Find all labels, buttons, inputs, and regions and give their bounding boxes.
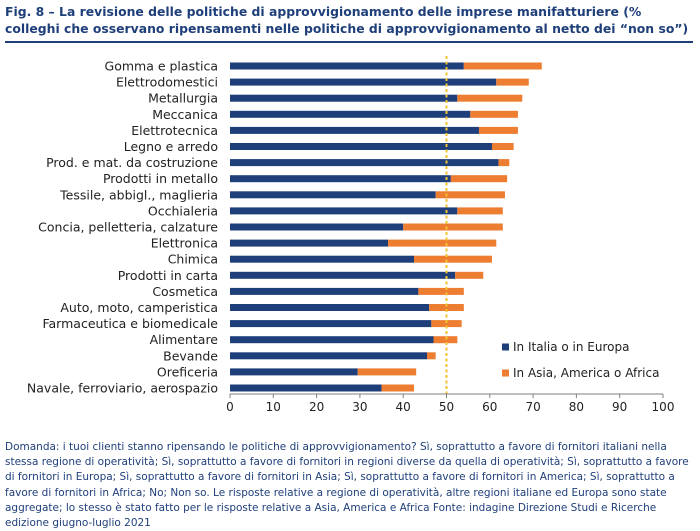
bar-italia-europa-4: [230, 126, 479, 134]
bar-asia-america-africa-16: [431, 320, 462, 328]
bar-italia-europa-1: [230, 78, 497, 86]
category-label-6: Prod. e mat. da costruzione: [46, 155, 218, 170]
legend-swatch-1: [502, 369, 509, 377]
bar-italia-europa-3: [230, 110, 471, 118]
stacked-bar-chart: 0 10 20 30 40 50 60 70 80 90 100 Gomma e plasticaE…: [27, 56, 675, 414]
category-label-2: Metallurgia: [148, 91, 218, 106]
bar-asia-america-africa-11: [388, 239, 497, 247]
x-tick-label-70: 70: [525, 400, 540, 414]
category-labels: Gomma e plasticaElettrodomesticiMetallur…: [27, 59, 218, 396]
category-label-15: Auto, moto, camperistica: [60, 300, 218, 315]
category-label-1: Elettrodomestici: [116, 75, 218, 90]
x-tick-label-100: 100: [652, 400, 675, 414]
bar-italia-europa-20: [230, 384, 382, 392]
legend: In Italia o in Europa In Asia, America o …: [502, 340, 659, 380]
category-label-8: Tessile, abbigl., maglieria: [59, 187, 218, 202]
bars-layer: [230, 62, 542, 392]
bar-asia-america-africa-1: [496, 78, 529, 86]
bar-italia-europa-13: [230, 271, 456, 279]
bar-italia-europa-12: [230, 255, 415, 263]
bar-italia-europa-14: [230, 287, 419, 295]
legend-swatch-0: [502, 343, 509, 351]
category-label-7: Prodotti in metallo: [103, 171, 218, 186]
category-label-10: Concia, pelletteria, calzature: [38, 220, 218, 235]
bar-asia-america-africa-7: [450, 175, 508, 183]
category-label-5: Legno e arredo: [124, 139, 218, 154]
bar-asia-america-africa-17: [433, 336, 458, 344]
x-tick-label-0: 0: [226, 400, 234, 414]
bar-italia-europa-19: [230, 368, 358, 376]
bar-italia-europa-10: [230, 223, 404, 231]
bar-italia-europa-9: [230, 207, 458, 215]
bar-italia-europa-15: [230, 304, 430, 311]
category-label-18: Bevande: [163, 348, 218, 363]
bar-asia-america-africa-14: [418, 287, 464, 295]
category-label-20: Navale, ferroviario, aerospazio: [27, 381, 218, 396]
bar-asia-america-africa-5: [491, 143, 514, 150]
bar-italia-europa-7: [230, 175, 451, 183]
legend-label-1: In Asia, America o Africa: [513, 366, 659, 380]
bar-asia-america-africa-6: [498, 159, 510, 167]
bar-asia-america-africa-2: [457, 94, 523, 102]
bar-asia-america-africa-10: [403, 223, 503, 231]
x-axis: 0 10 20 30 40 50 60 70 80 90 100: [226, 393, 675, 414]
bar-asia-america-africa-19: [357, 368, 417, 376]
category-label-4: Elettrotecnica: [131, 123, 218, 138]
bar-italia-europa-17: [230, 336, 434, 344]
bar-italia-europa-11: [230, 239, 389, 247]
bar-asia-america-africa-0: [463, 62, 542, 70]
bar-italia-europa-0: [230, 62, 464, 70]
bar-asia-america-africa-3: [470, 110, 518, 118]
x-tick-label-20: 20: [309, 400, 324, 414]
bar-asia-america-africa-18: [427, 352, 436, 360]
bar-italia-europa-18: [230, 352, 428, 360]
x-tick-label-80: 80: [569, 400, 584, 414]
bar-asia-america-africa-15: [429, 304, 464, 311]
bar-asia-america-africa-12: [414, 255, 492, 263]
category-label-0: Gomma e plastica: [105, 59, 218, 74]
bar-asia-america-africa-13: [455, 271, 484, 279]
x-tick-label-50: 50: [439, 400, 454, 414]
category-label-14: Cosmetica: [152, 284, 218, 299]
bar-asia-america-africa-9: [457, 207, 503, 215]
category-label-12: Chimica: [168, 252, 218, 267]
x-tick-label-90: 90: [612, 400, 627, 414]
bar-italia-europa-2: [230, 94, 458, 102]
bar-asia-america-africa-8: [435, 191, 505, 199]
category-label-13: Prodotti in carta: [118, 268, 218, 283]
category-label-16: Farmaceutica e biomedicale: [42, 316, 218, 331]
category-label-11: Elettronica: [151, 236, 218, 251]
x-tick-label-60: 60: [482, 400, 497, 414]
bar-italia-europa-8: [230, 191, 436, 199]
bar-asia-america-africa-4: [478, 126, 518, 134]
x-tick-label-40: 40: [396, 400, 411, 414]
category-label-9: Occhialeria: [148, 203, 218, 218]
category-label-3: Meccanica: [152, 107, 218, 122]
chart-title: Fig. 8 – La revisione delle politiche di…: [5, 4, 689, 36]
category-label-17: Alimentare: [150, 332, 219, 347]
bar-italia-europa-6: [230, 159, 499, 167]
bar-italia-europa-16: [230, 320, 432, 328]
category-label-19: Oreficeria: [157, 364, 218, 379]
title-divider: [5, 41, 693, 43]
legend-label-0: In Italia o in Europa: [513, 340, 629, 354]
bar-italia-europa-5: [230, 143, 492, 150]
footnote: Domanda: i tuoi clienti stanno ripensand…: [5, 441, 689, 530]
x-tick-label-30: 30: [352, 400, 367, 414]
bar-asia-america-africa-20: [381, 384, 415, 392]
x-tick-label-10: 10: [266, 400, 281, 414]
